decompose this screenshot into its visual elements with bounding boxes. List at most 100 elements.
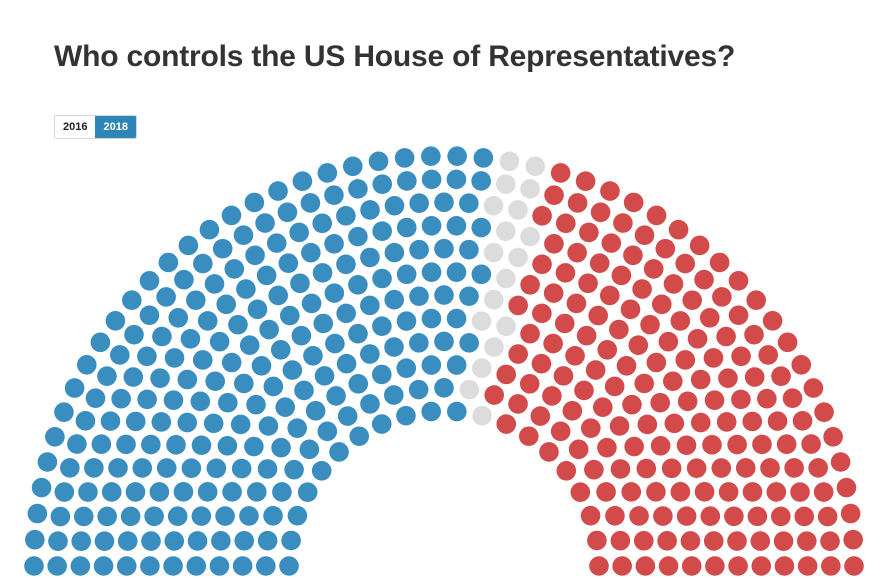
seat-democrat bbox=[396, 358, 417, 379]
seat-democrat bbox=[396, 405, 416, 426]
seat-republican bbox=[555, 263, 576, 283]
seat-democrat bbox=[232, 556, 253, 576]
seat-democrat bbox=[459, 193, 479, 214]
seat-democrat bbox=[212, 238, 233, 259]
year-2018-button[interactable]: 2018 bbox=[95, 116, 136, 138]
seat-democrat bbox=[132, 458, 153, 478]
seat-republican bbox=[664, 413, 685, 434]
seat-republican bbox=[640, 314, 660, 335]
seat-republican bbox=[844, 556, 864, 576]
seat-democrat bbox=[446, 169, 467, 190]
seat-democrat bbox=[47, 556, 67, 576]
seat-democrat bbox=[257, 459, 278, 479]
seat-democrat bbox=[446, 215, 467, 236]
seat-democrat bbox=[371, 364, 392, 385]
seat-democrat bbox=[139, 305, 160, 326]
seat-republican bbox=[727, 434, 747, 455]
seat-democrat bbox=[164, 531, 185, 551]
seat-vacant bbox=[471, 311, 492, 331]
seat-democrat bbox=[384, 289, 405, 310]
seat-republican bbox=[792, 411, 813, 431]
seat-democrat bbox=[446, 262, 467, 282]
seat-vacant bbox=[459, 379, 480, 400]
seat-democrat bbox=[348, 226, 368, 247]
seat-democrat bbox=[348, 179, 368, 199]
seat-republican bbox=[782, 388, 803, 408]
seat-republican bbox=[663, 274, 684, 294]
seat-vacant bbox=[483, 242, 504, 263]
seat-republican bbox=[709, 252, 730, 273]
seat-republican bbox=[728, 556, 748, 576]
seat-democrat bbox=[324, 185, 344, 205]
seat-democrat bbox=[263, 506, 283, 526]
seat-democrat bbox=[177, 369, 198, 390]
seat-democrat bbox=[348, 323, 368, 344]
seat-democrat bbox=[203, 413, 224, 434]
seat-republican bbox=[742, 482, 763, 502]
seat-republican bbox=[610, 459, 631, 479]
year-2016-button[interactable]: 2016 bbox=[55, 116, 96, 138]
seat-democrat bbox=[221, 352, 242, 373]
seat-democrat bbox=[434, 285, 454, 305]
seat-republican bbox=[661, 458, 682, 479]
seat-democrat bbox=[144, 506, 164, 527]
seat-republican bbox=[589, 556, 609, 576]
seat-vacant bbox=[495, 174, 516, 194]
seat-democrat bbox=[100, 411, 121, 431]
seat-republican bbox=[543, 283, 564, 303]
seat-democrat bbox=[349, 426, 370, 447]
seat-republican bbox=[542, 386, 562, 406]
seat-democrat bbox=[90, 332, 111, 353]
seat-democrat bbox=[137, 346, 157, 367]
seat-vacant bbox=[483, 195, 504, 216]
seat-republican bbox=[520, 275, 540, 295]
seat-democrat bbox=[156, 287, 176, 307]
seat-democrat bbox=[25, 529, 45, 550]
seat-republican bbox=[686, 458, 707, 478]
seat-democrat bbox=[300, 193, 321, 213]
seat-republican bbox=[634, 225, 655, 246]
seat-democrat bbox=[473, 148, 494, 168]
seat-republican bbox=[675, 350, 696, 370]
seat-democrat bbox=[193, 253, 213, 274]
seat-republican bbox=[646, 205, 667, 226]
seat-democrat bbox=[125, 411, 146, 432]
seat-democrat bbox=[313, 313, 334, 334]
seat-democrat bbox=[287, 418, 308, 438]
seat-republican bbox=[611, 265, 632, 286]
seat-democrat bbox=[281, 530, 301, 551]
seat-republican bbox=[532, 206, 552, 226]
seat-democrat bbox=[257, 530, 278, 551]
seat-democrat bbox=[279, 556, 299, 576]
seat-republican bbox=[771, 506, 791, 527]
seat-republican bbox=[484, 385, 505, 405]
seat-democrat bbox=[251, 356, 272, 376]
seat-democrat bbox=[48, 531, 68, 552]
seat-republican bbox=[747, 506, 768, 527]
seat-democrat bbox=[122, 290, 142, 311]
seat-democrat bbox=[396, 217, 417, 238]
seat-democrat bbox=[421, 169, 442, 190]
seat-republican bbox=[762, 310, 783, 331]
seat-republican bbox=[544, 233, 564, 254]
seat-democrat bbox=[158, 252, 179, 273]
seat-republican bbox=[574, 380, 594, 401]
seat-democrat bbox=[236, 279, 256, 299]
seat-republican bbox=[589, 253, 610, 274]
seat-democrat bbox=[317, 421, 338, 442]
seat-democrat bbox=[301, 242, 321, 263]
seat-democrat bbox=[140, 556, 160, 576]
seat-vacant bbox=[472, 405, 492, 426]
seat-vacant bbox=[520, 179, 540, 199]
seat-democrat bbox=[256, 265, 277, 286]
seat-republican bbox=[604, 376, 625, 397]
seat-republican bbox=[699, 308, 720, 328]
seat-democrat bbox=[174, 269, 194, 290]
seat-republican bbox=[550, 163, 571, 183]
seat-republican bbox=[703, 348, 724, 368]
seat-democrat bbox=[199, 219, 220, 240]
seat-republican bbox=[675, 253, 695, 274]
seat-democrat bbox=[54, 402, 74, 422]
seat-democrat bbox=[421, 146, 441, 167]
